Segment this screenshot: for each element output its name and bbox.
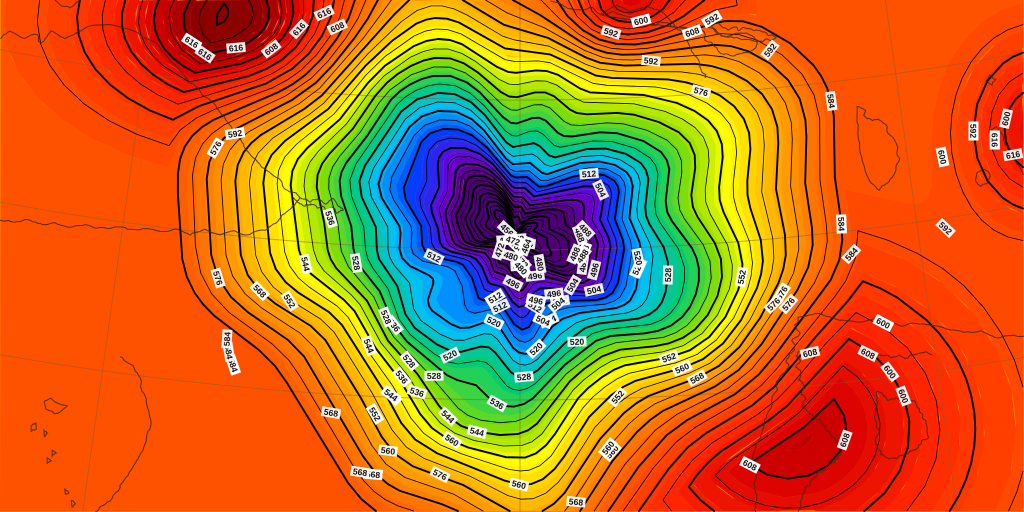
svg-text:584: 584 bbox=[836, 217, 847, 232]
svg-text:592: 592 bbox=[968, 124, 978, 139]
svg-text:616: 616 bbox=[228, 42, 243, 53]
svg-text:616: 616 bbox=[990, 133, 1000, 148]
svg-text:568: 568 bbox=[568, 496, 583, 507]
svg-text:584: 584 bbox=[825, 93, 837, 109]
svg-text:584: 584 bbox=[222, 331, 233, 346]
svg-text:528: 528 bbox=[663, 267, 673, 282]
svg-text:512: 512 bbox=[581, 168, 596, 179]
svg-text:520: 520 bbox=[570, 337, 585, 347]
svg-text:592: 592 bbox=[643, 55, 658, 66]
svg-text:528: 528 bbox=[427, 371, 442, 381]
svg-text:560: 560 bbox=[380, 445, 396, 457]
svg-text:528: 528 bbox=[516, 371, 531, 382]
